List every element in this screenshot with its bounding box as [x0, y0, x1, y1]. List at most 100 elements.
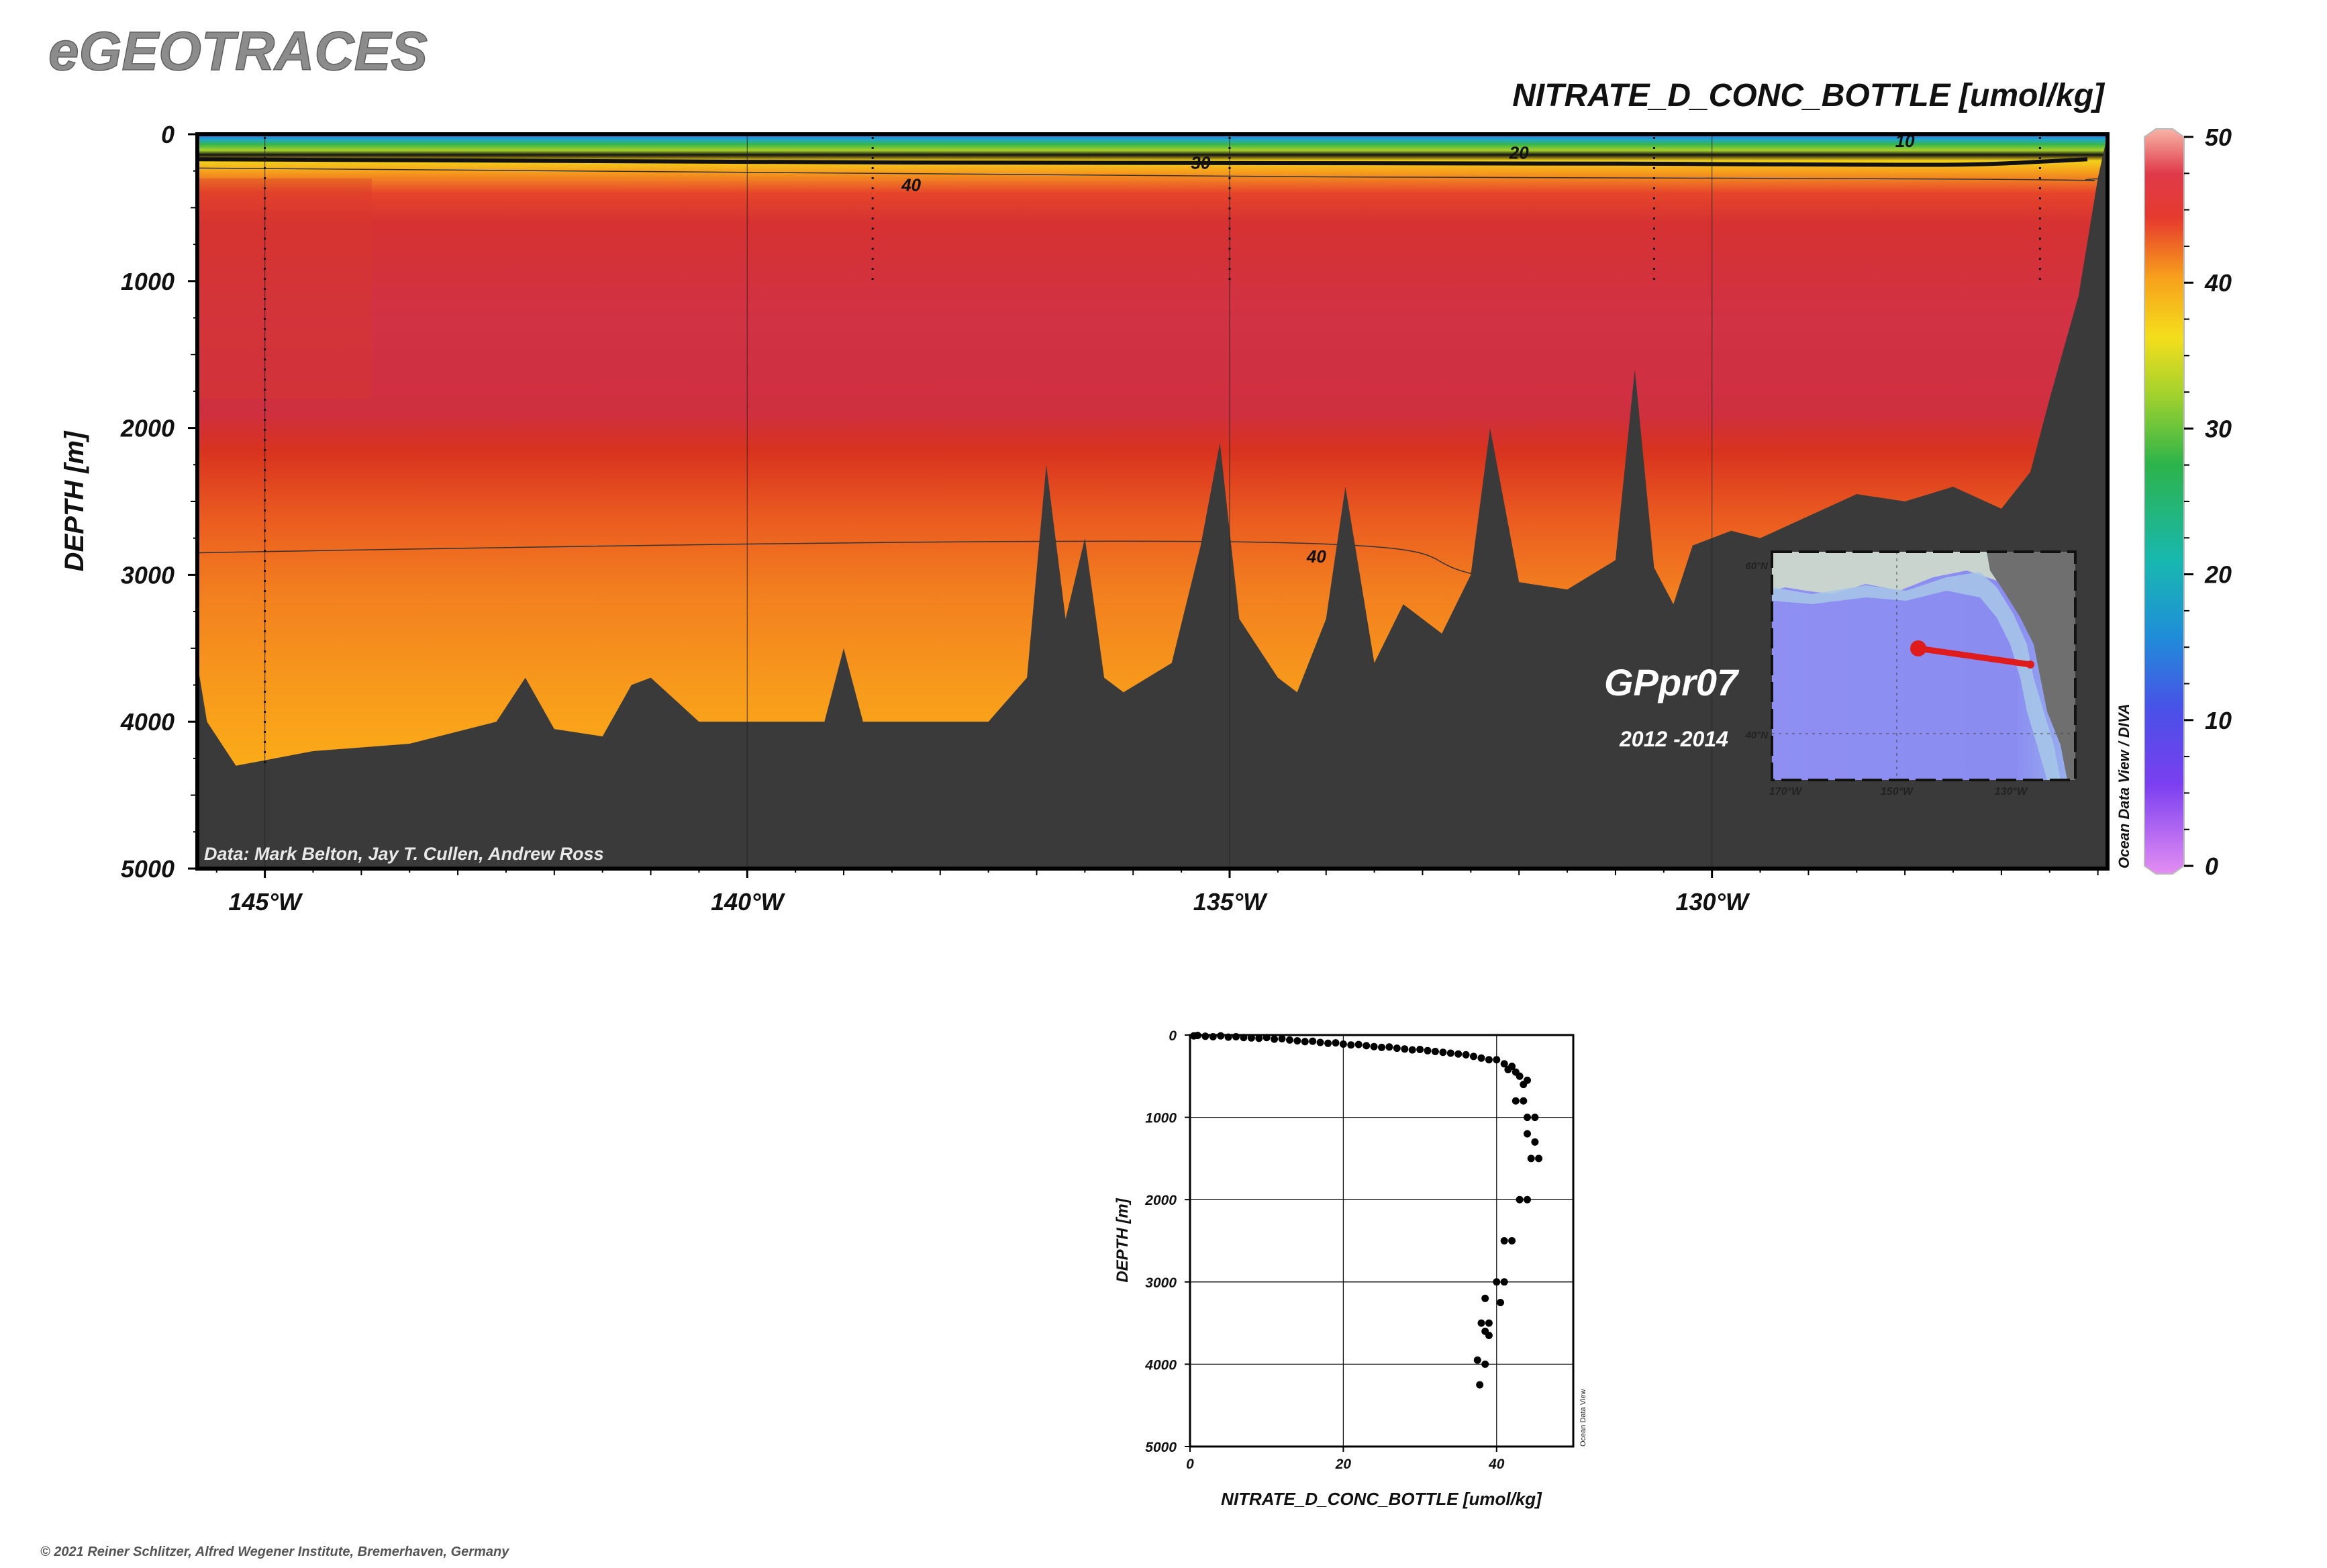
profile-point — [1470, 1052, 1477, 1061]
profile-point — [1217, 1032, 1225, 1040]
profile-point — [1531, 1114, 1539, 1122]
profile-point — [1232, 1033, 1240, 1040]
y-tick-label: 4000 — [120, 708, 175, 736]
profile-point — [1339, 1040, 1347, 1048]
inset-lon-130w: 130°W — [1995, 786, 2028, 797]
profile-point — [1439, 1048, 1447, 1057]
profile-point — [1301, 1038, 1309, 1046]
profile-point — [1473, 1356, 1481, 1364]
profile-point — [1500, 1278, 1508, 1286]
profile-point — [1324, 1039, 1332, 1047]
inset-lat-40n: 40°N — [1744, 730, 1769, 741]
x-tick-label: 145°W — [228, 888, 303, 916]
contour-30 — [197, 157, 2088, 167]
profile-x-title: NITRATE_D_CONC_BOTTLE [umol/kg] — [1221, 1489, 1542, 1509]
profile-point — [1378, 1043, 1385, 1051]
profile-point — [1247, 1034, 1255, 1042]
profile-point — [1497, 1299, 1504, 1306]
inset-lon-170w: 170°W — [1769, 786, 1803, 797]
x-tick-label: 140°W — [711, 888, 785, 916]
profile-point — [1224, 1033, 1232, 1041]
colorbar-tick-label: 30 — [2205, 415, 2232, 442]
inset-land-north-america — [1987, 552, 2075, 780]
inset-shelf — [1772, 572, 2061, 780]
side-credit: Ocean Data View / DIVA — [2116, 703, 2132, 869]
profile-point — [1493, 1278, 1501, 1286]
profile-point — [1446, 1049, 1454, 1057]
profile-point — [1485, 1319, 1493, 1327]
profile-point — [1255, 1034, 1263, 1042]
profile-point — [1516, 1195, 1524, 1204]
brand-logo: eGEOTRACES — [48, 21, 428, 82]
colorbar-tick-label: 40 — [2204, 269, 2232, 297]
bathymetry — [197, 134, 2108, 869]
profile-point — [1527, 1155, 1535, 1163]
profile-point — [1393, 1044, 1401, 1052]
profile-point — [1401, 1045, 1409, 1053]
x-tick-label: 135°W — [1193, 888, 1268, 916]
y-axis-title: DEPTH [m] — [60, 430, 89, 572]
profile-point — [1524, 1130, 1531, 1138]
profile-plot: 0 1000 2000 3000 4000 5000 0 20 40 NITRATE_D_CON… — [1113, 1028, 1587, 1509]
inset-frame — [1771, 550, 2077, 781]
profile-point — [1201, 1032, 1209, 1040]
profile-x-tick-label: 0 — [1186, 1457, 1194, 1472]
profile-frame — [1189, 1034, 1575, 1448]
profile-point — [1347, 1041, 1355, 1049]
profile-point — [1454, 1050, 1463, 1058]
profile-point — [1493, 1056, 1501, 1064]
data-credit: Data: Mark Belton, Jay T. Cullen, Andrew… — [204, 844, 604, 864]
profile-point — [1485, 1332, 1493, 1339]
profile-point — [1462, 1050, 1470, 1059]
contour-label: 40 — [1306, 546, 1326, 567]
profile-point — [1293, 1037, 1301, 1045]
profile-point — [1262, 1034, 1271, 1042]
profile-x-tick-label: 20 — [1335, 1457, 1352, 1472]
profile-point — [1209, 1033, 1217, 1040]
profile-y-tick-label: 0 — [1169, 1028, 1177, 1044]
contour-label: 30 — [1191, 153, 1210, 173]
track-start-marker — [1910, 640, 1926, 656]
profile-point — [1408, 1046, 1416, 1054]
profile-point — [1416, 1046, 1424, 1053]
inset-map: 60°N 40°N 170°W 150°W 130°W — [1744, 550, 2077, 797]
profile-y-tick-label: 3000 — [1145, 1275, 1177, 1291]
profile-point — [1535, 1155, 1543, 1163]
y-tick-label: 1000 — [121, 268, 175, 295]
y-tick-label: 2000 — [120, 415, 175, 442]
y-tick-label: 0 — [161, 121, 175, 148]
profile-point — [1286, 1036, 1293, 1044]
x-tick-label: 130°W — [1675, 888, 1750, 916]
profile-point — [1363, 1042, 1371, 1050]
contour-label: 20 — [1509, 142, 1529, 162]
colorbar-tick-label: 0 — [2205, 852, 2218, 880]
y-tick-label: 5000 — [121, 855, 175, 883]
profile-y-tick-label: 2000 — [1144, 1193, 1177, 1208]
copyright: © 2021 Reiner Schlitzer, Alfred Wegener … — [40, 1545, 509, 1559]
west-shading — [197, 178, 372, 399]
profile-point — [1524, 1114, 1531, 1122]
profile-point — [1424, 1046, 1432, 1055]
profile-point — [1512, 1097, 1520, 1105]
colorbar-tick-label: 20 — [2204, 561, 2232, 589]
profile-y-tick-label: 1000 — [1145, 1111, 1177, 1126]
profile-point — [1316, 1038, 1324, 1046]
profile-point — [1477, 1319, 1485, 1327]
profile-point — [1370, 1042, 1378, 1050]
profile-point — [1516, 1072, 1524, 1080]
contour-40-deep — [197, 540, 1477, 576]
cruise-label: GPpr07 — [1604, 661, 1740, 703]
profile-point — [1481, 1360, 1489, 1368]
profile-point — [1193, 1032, 1201, 1040]
y-tick-label: 3000 — [121, 561, 175, 589]
section-title: NITRATE_D_CONC_BOTTLE [umol/kg] — [1512, 78, 2106, 113]
profile-x-tick-label: 40 — [1488, 1457, 1505, 1472]
profile-point — [1508, 1237, 1516, 1244]
profile-point — [1477, 1054, 1485, 1062]
colorbar-tick-label: 10 — [2205, 707, 2232, 734]
profile-y-tick-label: 4000 — [1144, 1357, 1177, 1373]
profile-point — [1500, 1060, 1508, 1068]
profile-credit: Ocean Data View — [1579, 1389, 1587, 1447]
contour-label: 40 — [901, 175, 921, 195]
